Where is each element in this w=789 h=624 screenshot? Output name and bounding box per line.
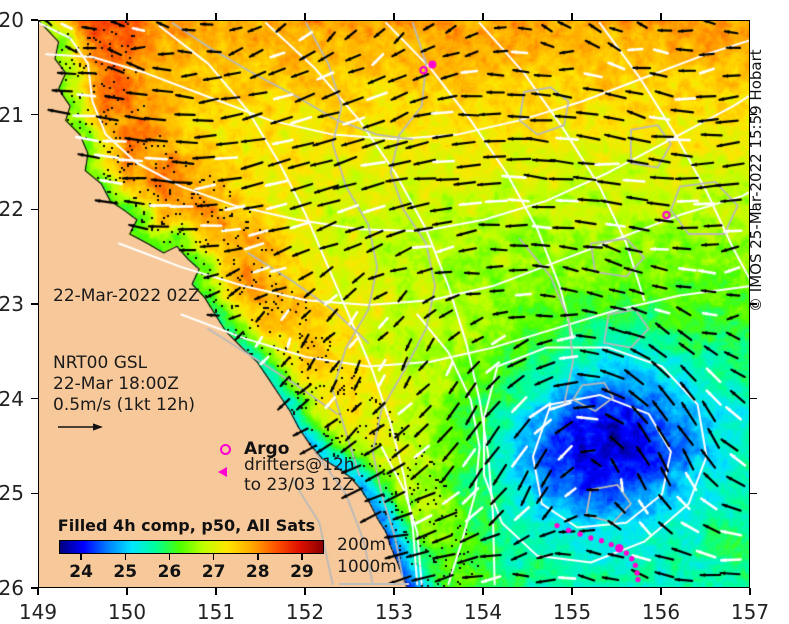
colorbar-tick-label: 24 bbox=[69, 562, 93, 582]
x-tick-top bbox=[304, 13, 306, 20]
y-tick-label: -23 bbox=[0, 292, 24, 316]
current-source-line1: NRT00 GSL bbox=[53, 353, 148, 373]
colorbar-tick bbox=[212, 554, 215, 560]
y-tick-label: -21 bbox=[0, 102, 24, 127]
y-tick bbox=[31, 492, 38, 495]
y-tick-label: -24 bbox=[0, 386, 24, 411]
argo-circle-icon bbox=[220, 444, 231, 455]
colorbar: Filled 4h comp, p50, All Sats 24 25 26 27 28… bbox=[49, 516, 339, 584]
x-tick bbox=[37, 588, 39, 595]
y-tick bbox=[31, 19, 38, 21]
bathy-1000m-label: 1000m bbox=[337, 557, 397, 577]
current-source-block: NRT00 GSL 22-Mar 18:00Z 0.5m/s (1kt 12h) bbox=[53, 353, 195, 416]
argo-legend-title: Argo bbox=[244, 439, 290, 459]
x-tick-label: 153 bbox=[374, 600, 414, 624]
map-plot-area[interactable]: 22-Mar-2022 02Z NRT00 GSL 22-Mar 18:00Z … bbox=[38, 20, 750, 588]
y-tick-right bbox=[750, 208, 757, 211]
x-tick-label: 155 bbox=[552, 600, 592, 624]
colorbar-tick bbox=[257, 554, 259, 560]
x-tick bbox=[660, 588, 662, 595]
x-tick bbox=[482, 588, 484, 595]
x-tick bbox=[304, 588, 306, 595]
x-tick bbox=[126, 588, 128, 595]
colorbar-tick-label: 29 bbox=[290, 562, 314, 582]
bathy-200m-label: 200m bbox=[337, 535, 387, 555]
argo-legend-line3: to 23/03 12Z bbox=[244, 475, 355, 495]
colorbar-tick bbox=[80, 554, 82, 560]
x-tick-label: 157 bbox=[730, 600, 770, 624]
colorbar-tick-label: 28 bbox=[245, 562, 270, 582]
velocity-scale-arrow-icon bbox=[58, 423, 103, 431]
x-tick-label: 154 bbox=[463, 600, 503, 624]
x-tick-label: 150 bbox=[107, 600, 147, 624]
colorbar-gradient bbox=[59, 540, 324, 554]
overlay-vectors-canvas bbox=[39, 21, 749, 587]
y-tick bbox=[31, 397, 38, 400]
current-source-line3: 0.5m/s (1kt 12h) bbox=[53, 395, 195, 415]
y-tick bbox=[31, 303, 38, 305]
date-stamp: 22-Mar-2022 02Z bbox=[53, 286, 200, 306]
colorbar-tick bbox=[301, 554, 303, 560]
y-tick-right bbox=[750, 397, 757, 400]
current-source-line2: 22-Mar 18:00Z bbox=[53, 374, 179, 394]
bathy-legend-line bbox=[339, 583, 409, 585]
x-tick-label: 156 bbox=[641, 600, 681, 624]
y-tick-label: -20 bbox=[0, 8, 24, 32]
y-tick bbox=[31, 113, 38, 116]
y-tick-label: -22 bbox=[0, 197, 24, 222]
argo-legend-line2: drifters@12h bbox=[244, 455, 355, 475]
colorbar-tick-labels: 24 25 26 27 28 29 bbox=[59, 562, 324, 584]
x-tick-top bbox=[393, 13, 395, 20]
y-tick-label: -26 bbox=[0, 576, 24, 600]
x-tick-label: 151 bbox=[196, 600, 236, 624]
y-tick-right bbox=[750, 303, 757, 305]
x-tick-top bbox=[660, 13, 662, 20]
x-tick bbox=[749, 588, 751, 595]
drifter-triangle-icon bbox=[218, 467, 227, 477]
credit-text: © IMOS 25-Mar-2022 15:59 Hobart bbox=[747, 49, 765, 312]
colorbar-tick-label: 27 bbox=[201, 562, 226, 582]
x-tick bbox=[393, 588, 395, 595]
y-tick bbox=[31, 208, 38, 211]
y-tick-right bbox=[750, 113, 757, 116]
x-tick-top bbox=[571, 13, 573, 20]
colorbar-ticks bbox=[59, 554, 324, 562]
y-tick bbox=[31, 587, 38, 589]
x-tick-label: 152 bbox=[285, 600, 325, 624]
x-tick bbox=[215, 588, 217, 595]
colorbar-tick bbox=[168, 554, 171, 560]
colorbar-tick-label: 25 bbox=[113, 562, 138, 582]
colorbar-tick bbox=[124, 554, 126, 560]
bathymetry-legend: 200m 1000m bbox=[337, 534, 397, 578]
colorbar-title: Filled 4h comp, p50, All Sats bbox=[57, 516, 316, 535]
x-tick-label: 149 bbox=[18, 600, 58, 624]
y-tick-label: -25 bbox=[0, 481, 24, 506]
colorbar-tick-label: 26 bbox=[157, 562, 182, 582]
x-tick-top bbox=[126, 13, 128, 20]
x-tick-top bbox=[215, 13, 217, 20]
y-tick-right bbox=[750, 492, 757, 495]
x-tick-top bbox=[482, 13, 484, 20]
x-tick bbox=[571, 588, 573, 595]
